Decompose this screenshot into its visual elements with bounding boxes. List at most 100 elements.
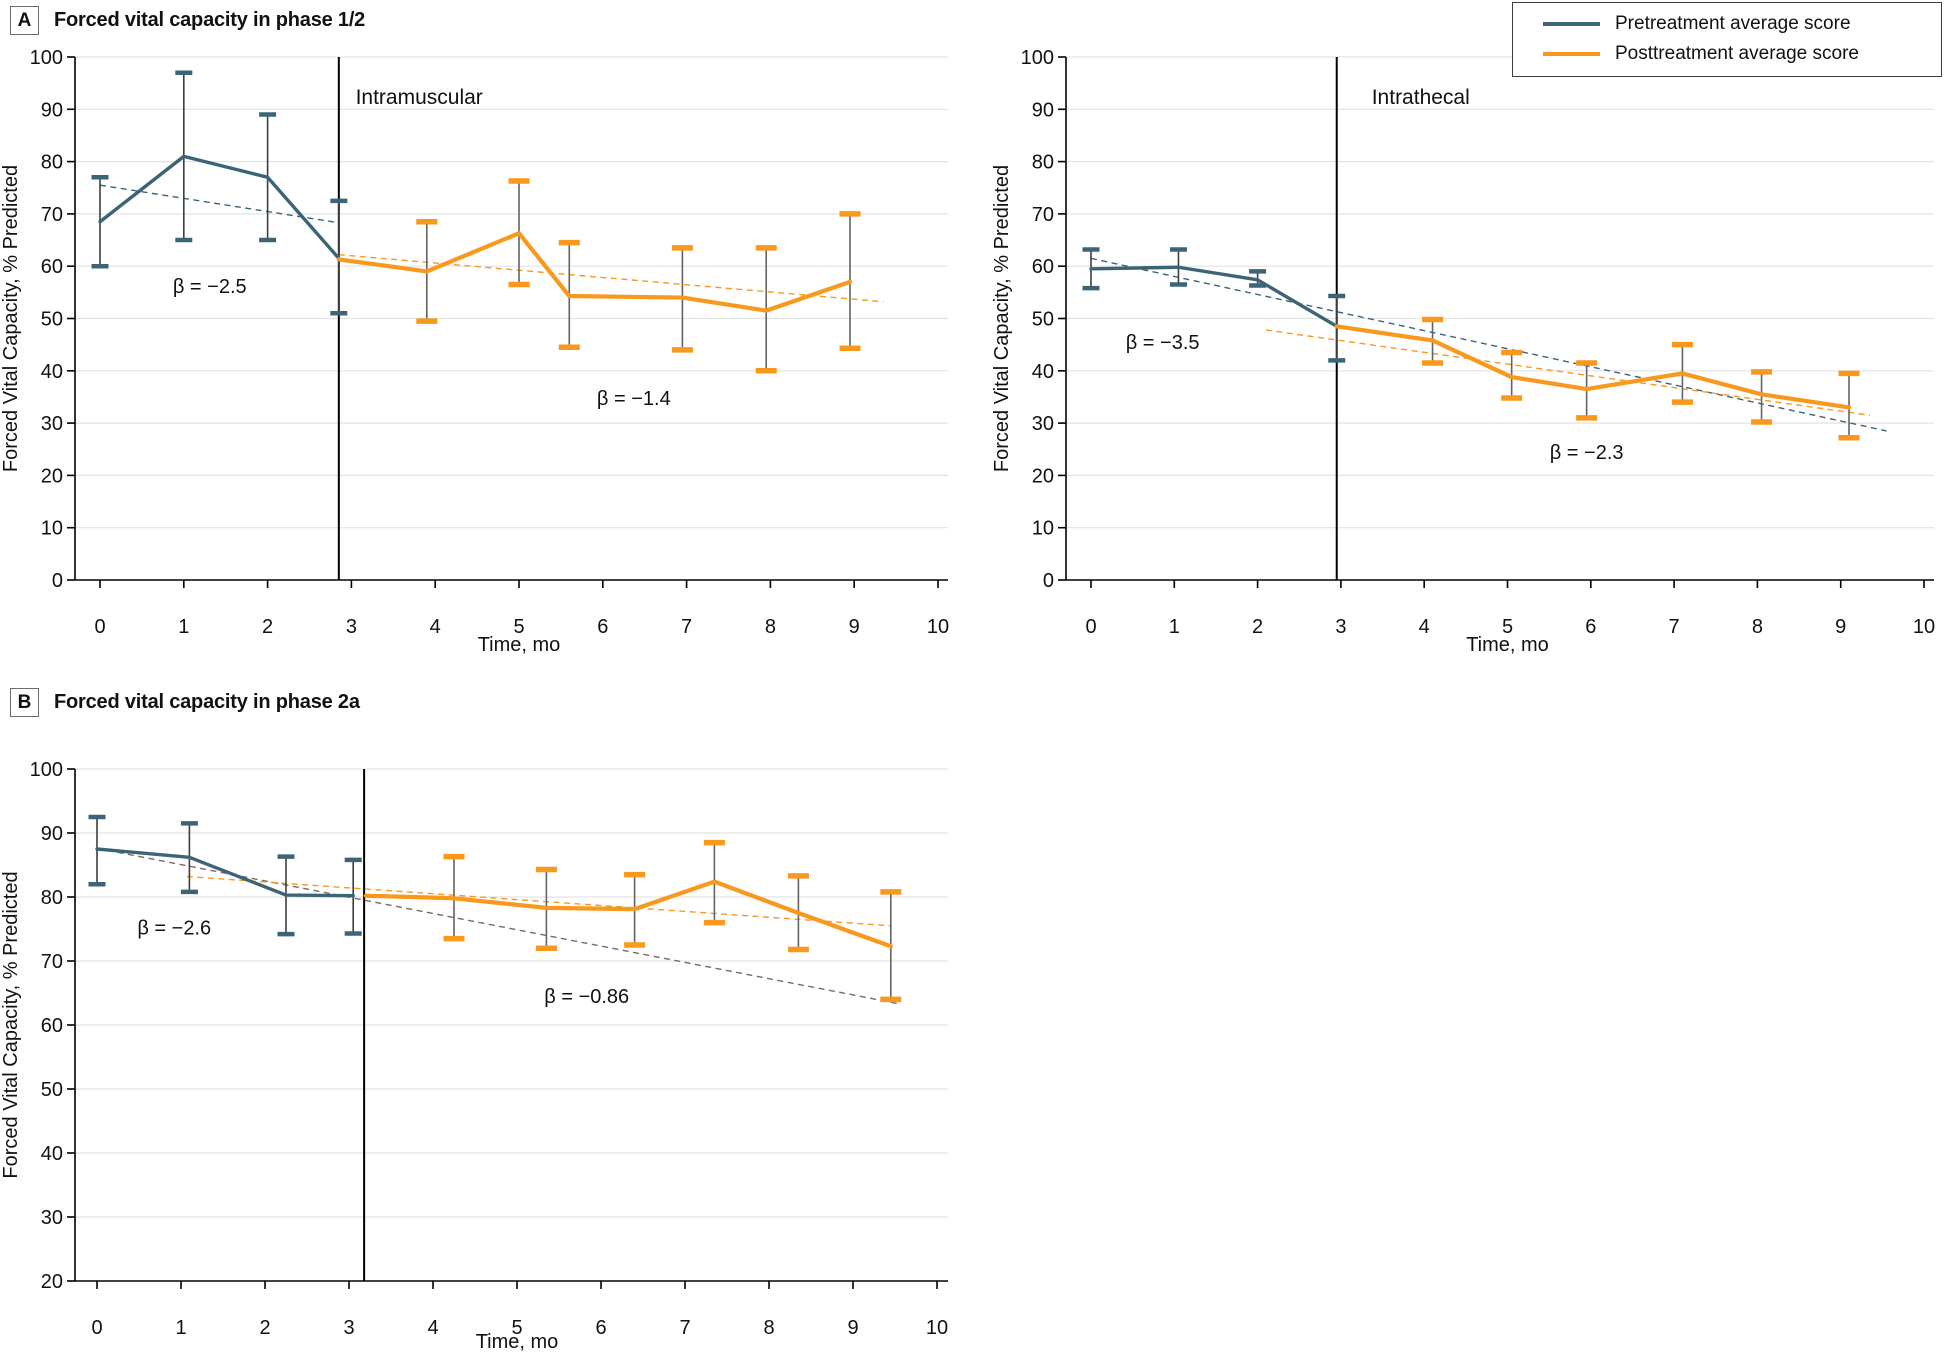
- x-tick-label: 5: [1502, 616, 1513, 638]
- x-tick-label: 3: [343, 1317, 354, 1339]
- x-tick-label: 10: [1913, 616, 1935, 638]
- legend-box: Pretreatment average score Posttreatment…: [1512, 2, 1942, 77]
- x-axis-title: Time, mo: [476, 1331, 559, 1353]
- x-tick-label: 7: [679, 1317, 690, 1339]
- x-tick-label: 0: [94, 616, 105, 638]
- y-tick-label: 40: [41, 361, 63, 383]
- y-tick-label: 20: [41, 465, 63, 487]
- x-tick-label: 8: [765, 616, 776, 638]
- y-axis-title: Forced Vital Capacity, % Predicted: [0, 871, 22, 1178]
- panel-a-title: Forced vital capacity in phase 1/2: [54, 9, 366, 31]
- x-tick-label: 0: [1085, 616, 1096, 638]
- trend-line-posttreatment: [1265, 329, 1870, 416]
- x-tick-label: 9: [847, 1317, 858, 1339]
- series-line-pretreatment: [1089, 265, 1339, 329]
- series-line-posttreatment: [1334, 324, 1852, 410]
- panel-b-title: Forced vital capacity in phase 2a: [54, 691, 360, 713]
- y-tick-label: 10: [41, 518, 63, 540]
- x-tick-label: 9: [1835, 616, 1846, 638]
- region-label: Intrathecal: [1372, 86, 1470, 109]
- y-tick-label: 50: [41, 309, 63, 331]
- panel-a-header: A Forced vital capacity in phase 1/2: [10, 6, 365, 35]
- trend-line-pretreatment: [96, 847, 900, 1005]
- chart-intrathecal: 0 10 20 30 40 50 60 70 80 90 100 0 1 2 3 4 5 6 7 8 9 10 Time, …: [991, 47, 1935, 656]
- x-tick-label: 6: [597, 616, 608, 638]
- series-line-posttreatment: [336, 231, 853, 313]
- pretreatment-line-swatch: [1543, 22, 1600, 26]
- y-tick-label: 60: [41, 256, 63, 278]
- y-axis-title: Forced Vital Capacity, % Predicted: [0, 165, 22, 472]
- x-tick-label: 4: [430, 616, 441, 638]
- beta-annotation: β = −0.86: [544, 986, 629, 1008]
- x-tick-label: 8: [763, 1317, 774, 1339]
- x-tick-label: 7: [681, 616, 692, 638]
- x-tick-label: 8: [1752, 616, 1763, 638]
- chart-intramuscular: 0 10 20 30 40 50 60 70 80 90 100 0 1 2 3 4 5 6 7 8 9 10 Time, …: [0, 47, 949, 656]
- x-tick-label: 5: [511, 1317, 522, 1339]
- x-tick-label: 1: [178, 616, 189, 638]
- x-tick-label: 5: [513, 616, 524, 638]
- x-tick-label: 7: [1669, 616, 1680, 638]
- y-tick-label: 70: [41, 951, 63, 973]
- x-tick-label: 4: [427, 1317, 438, 1339]
- x-axis-title: Time, mo: [478, 634, 561, 656]
- y-tick-label: 70: [41, 204, 63, 226]
- posttreatment-line-swatch: [1543, 52, 1600, 56]
- y-tick-label: 30: [1032, 413, 1054, 435]
- x-tick-label: 2: [259, 1317, 270, 1339]
- y-tick-label: 100: [30, 47, 63, 69]
- y-tick-label: 80: [41, 152, 63, 174]
- trend-line-pretreatment: [99, 184, 339, 224]
- y-tick-label: 70: [1032, 204, 1054, 226]
- beta-annotation: β = −2.6: [137, 918, 211, 940]
- chart-phase-2a: 20 30 40 50 60 70 80 90 100 0 1 2 3 4 5 6 7 8 9 10 Time, mo F…: [0, 759, 948, 1353]
- beta-annotation: β = −2.3: [1550, 442, 1624, 464]
- y-tick-label: 50: [1032, 309, 1054, 331]
- y-tick-label: 50: [41, 1079, 63, 1101]
- x-tick-label: 9: [849, 616, 860, 638]
- panel-a-badge: A: [10, 6, 39, 35]
- x-tick-label: 0: [91, 1317, 102, 1339]
- beta-annotation: β = −1.4: [597, 388, 671, 410]
- y-tick-label: 40: [41, 1143, 63, 1165]
- trend-line-pretreatment: [1090, 257, 1887, 432]
- x-tick-label: 3: [1335, 616, 1346, 638]
- y-tick-label: 60: [41, 1015, 63, 1037]
- x-tick-label: 4: [1419, 616, 1430, 638]
- y-tick-label: 10: [1032, 518, 1054, 540]
- y-tick-label: 40: [1032, 361, 1054, 383]
- y-tick-label: 80: [1032, 152, 1054, 174]
- y-tick-label: 30: [41, 1207, 63, 1229]
- y-tick-label: 30: [41, 413, 63, 435]
- beta-annotation: β = −2.5: [173, 276, 247, 298]
- y-tick-label: 90: [41, 99, 63, 121]
- legend-item-pretreatment: Pretreatment average score: [1543, 13, 1931, 35]
- y-tick-label: 20: [41, 1271, 63, 1293]
- legend-item-posttreatment: Posttreatment average score: [1543, 43, 1931, 65]
- region-label: Intramuscular: [356, 86, 483, 109]
- y-tick-label: 90: [1032, 99, 1054, 121]
- panel-b-header: B Forced vital capacity in phase 2a: [10, 688, 360, 717]
- x-tick-label: 2: [1252, 616, 1263, 638]
- x-axis-title: Time, mo: [1466, 634, 1549, 656]
- trend-line-posttreatment: [338, 253, 884, 303]
- trend-line-posttreatment: [186, 875, 891, 927]
- x-tick-label: 1: [1169, 616, 1180, 638]
- y-tick-label: 80: [41, 887, 63, 909]
- x-tick-label: 2: [262, 616, 273, 638]
- y-tick-label: 0: [52, 570, 63, 592]
- x-tick-label: 10: [927, 616, 949, 638]
- beta-annotation: β = −3.5: [1126, 332, 1200, 354]
- y-tick-label: 100: [30, 759, 63, 781]
- legend-label-pretreatment: Pretreatment average score: [1615, 13, 1851, 34]
- series-line-posttreatment: [363, 879, 893, 949]
- y-tick-label: 0: [1043, 570, 1054, 592]
- legend-label-posttreatment: Posttreatment average score: [1615, 43, 1859, 64]
- y-tick-label: 90: [41, 823, 63, 845]
- series-line-pretreatment: [95, 847, 355, 898]
- x-tick-label: 3: [346, 616, 357, 638]
- series-line-pretreatment: [98, 154, 341, 261]
- y-tick-label: 60: [1032, 256, 1054, 278]
- panel-b-badge: B: [10, 688, 39, 717]
